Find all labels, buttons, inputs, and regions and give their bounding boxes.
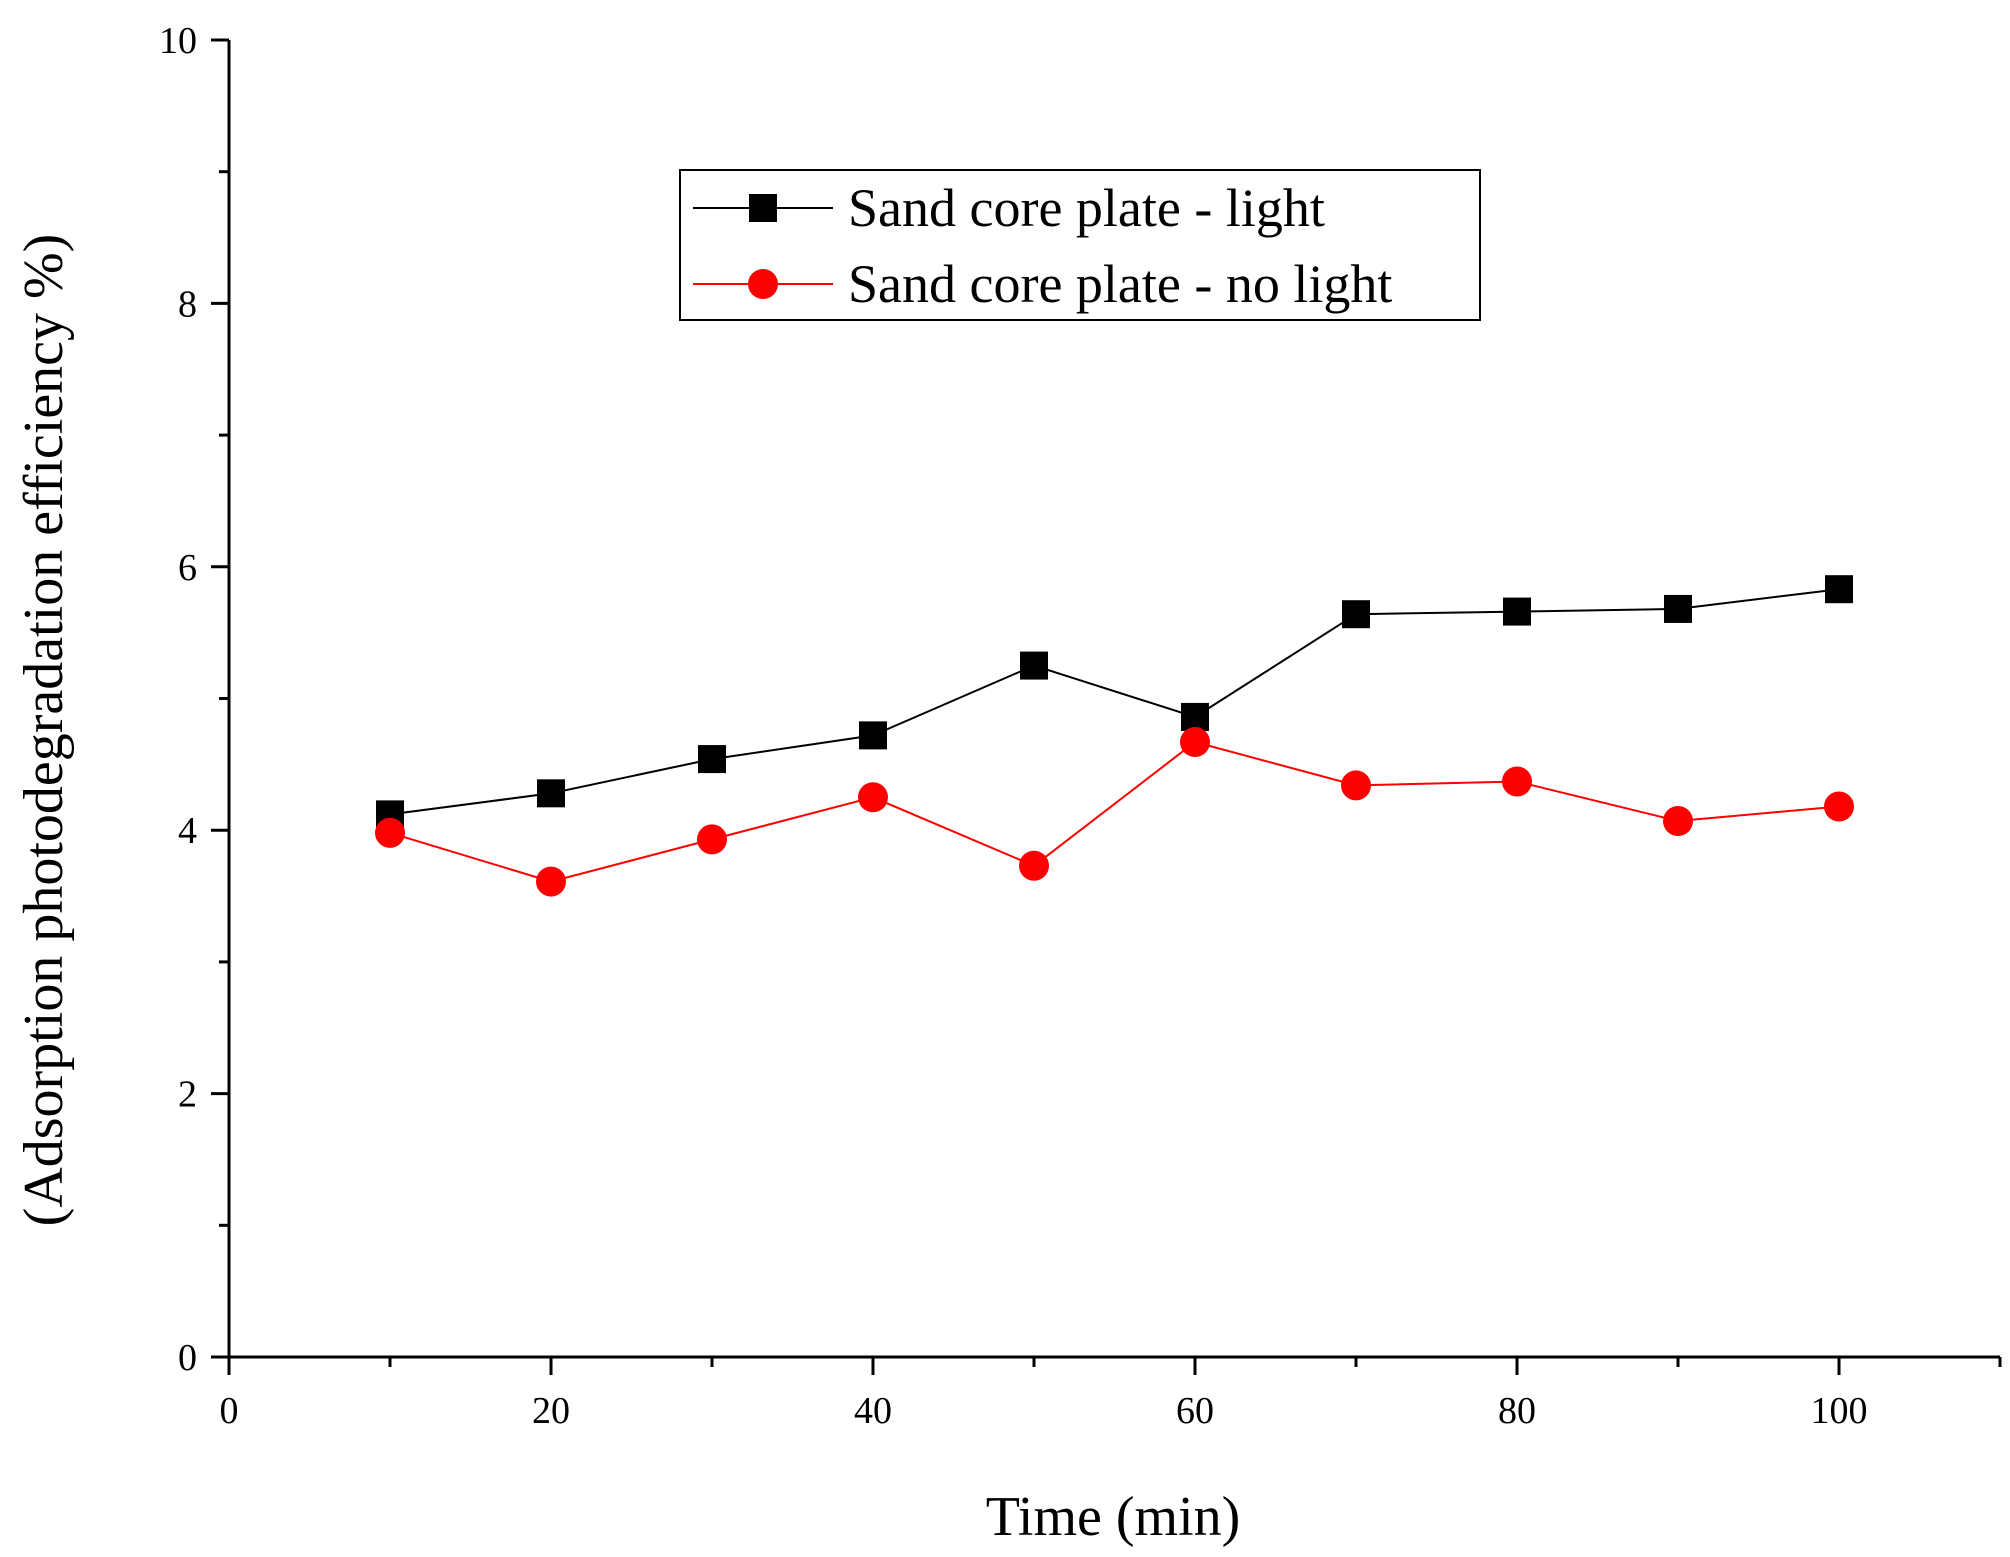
y-tick-label: 4 [178, 810, 197, 852]
data-point-no-light [1663, 805, 1693, 836]
x-tick-label: 100 [1811, 1390, 1868, 1432]
x-tick-label: 0 [220, 1390, 239, 1432]
data-point-light [1020, 651, 1048, 680]
legend-marker-circle [748, 269, 778, 299]
series-layer [375, 575, 1854, 897]
data-point-light [1825, 575, 1853, 604]
data-point-no-light [536, 866, 566, 897]
y-tick-label: 8 [178, 283, 197, 325]
series-line-light [389, 588, 1840, 816]
data-point-light [1342, 600, 1370, 629]
data-point-no-light [1824, 791, 1854, 822]
legend-marker-square [749, 194, 777, 222]
data-point-no-light [1341, 770, 1371, 801]
axes: 0 20 40 60 80 100 0 2 4 6 8 10 [159, 20, 2002, 1432]
data-point-no-light [858, 782, 888, 813]
legend-box [679, 169, 1481, 321]
data-point-no-light [1180, 726, 1210, 757]
y-axis-title: (Adsorption photodegradation efficiency … [13, 234, 75, 1227]
y-tick-label: 10 [159, 20, 197, 62]
data-point-light [698, 745, 726, 774]
y-tick-label: 6 [178, 547, 197, 589]
legend-label-no-light: Sand core plate - no light [848, 254, 1392, 314]
y-tick-label: 2 [178, 1074, 197, 1116]
legend-label-light: Sand core plate - light [848, 178, 1325, 238]
data-point-light [1181, 702, 1209, 731]
series-line-no-light [389, 740, 1840, 883]
x-axis-title: Time (min) [986, 1486, 1241, 1548]
y-tick-label: 0 [178, 1337, 197, 1379]
x-tick-label: 80 [1498, 1390, 1536, 1432]
x-tick-label: 40 [854, 1390, 892, 1432]
data-point-light [537, 779, 565, 808]
data-point-no-light [1502, 766, 1532, 797]
data-point-light [1664, 594, 1692, 623]
data-point-no-light [1019, 850, 1049, 881]
legend: Sand core plate - light Sand core plate … [679, 169, 1481, 321]
data-point-no-light [697, 824, 727, 855]
data-point-light [1503, 597, 1531, 626]
data-point-no-light [375, 817, 405, 848]
x-tick-label: 60 [1176, 1390, 1214, 1432]
x-tick-label: 20 [532, 1390, 570, 1432]
data-point-light [859, 721, 887, 750]
